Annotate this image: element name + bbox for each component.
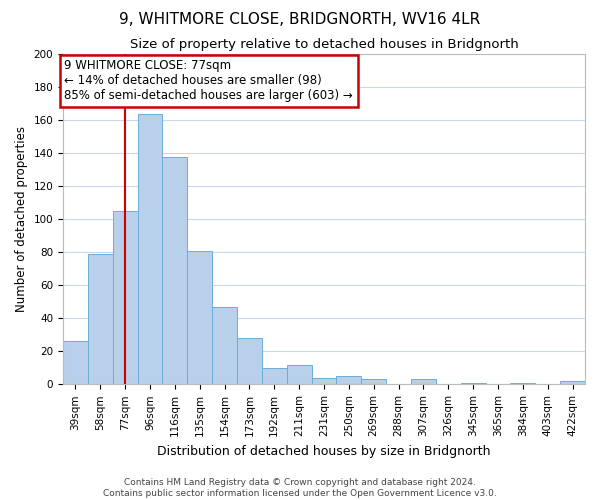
Bar xyxy=(113,211,137,384)
Bar xyxy=(311,378,337,384)
Bar xyxy=(461,382,485,384)
Text: Contains HM Land Registry data © Crown copyright and database right 2024.
Contai: Contains HM Land Registry data © Crown c… xyxy=(103,478,497,498)
Bar xyxy=(337,376,361,384)
Bar xyxy=(511,382,535,384)
Bar xyxy=(262,368,287,384)
Bar xyxy=(63,342,88,384)
Bar xyxy=(287,364,311,384)
Text: 9, WHITMORE CLOSE, BRIDGNORTH, WV16 4LR: 9, WHITMORE CLOSE, BRIDGNORTH, WV16 4LR xyxy=(119,12,481,28)
Bar xyxy=(187,250,212,384)
Bar xyxy=(88,254,113,384)
Bar xyxy=(361,380,386,384)
Bar xyxy=(411,380,436,384)
Bar xyxy=(163,156,187,384)
Bar xyxy=(560,381,585,384)
Y-axis label: Number of detached properties: Number of detached properties xyxy=(15,126,28,312)
Text: 9 WHITMORE CLOSE: 77sqm
← 14% of detached houses are smaller (98)
85% of semi-de: 9 WHITMORE CLOSE: 77sqm ← 14% of detache… xyxy=(64,60,353,102)
X-axis label: Distribution of detached houses by size in Bridgnorth: Distribution of detached houses by size … xyxy=(157,444,491,458)
Title: Size of property relative to detached houses in Bridgnorth: Size of property relative to detached ho… xyxy=(130,38,518,51)
Bar xyxy=(137,114,163,384)
Bar xyxy=(212,307,237,384)
Bar xyxy=(237,338,262,384)
